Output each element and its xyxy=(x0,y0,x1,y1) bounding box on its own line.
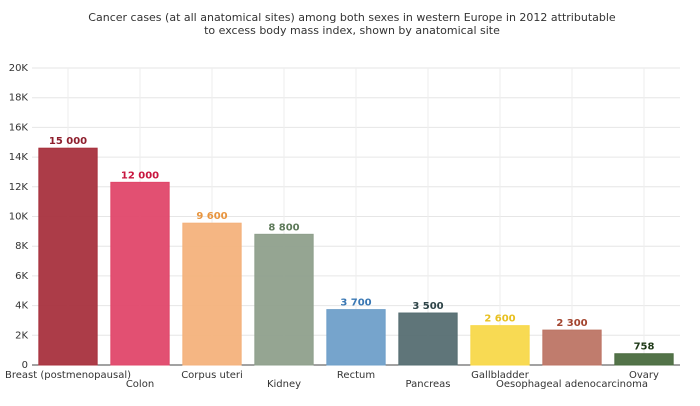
x-tick-label: Gallbladder xyxy=(471,370,530,381)
value-label: 3 700 xyxy=(340,298,371,309)
chart-title: to excess body mass index, shown by anat… xyxy=(204,24,500,37)
x-tick-label: Ovary xyxy=(629,370,659,381)
x-tick-label: Kidney xyxy=(267,379,301,390)
y-tick-label: 10K xyxy=(9,212,29,223)
bar xyxy=(182,222,242,366)
value-label: 2 300 xyxy=(556,318,587,329)
x-tick-label: Corpus uteri xyxy=(181,370,243,381)
bar xyxy=(38,147,98,366)
value-label: 12 000 xyxy=(121,170,159,181)
y-tick-label: 4K xyxy=(15,301,28,312)
bar xyxy=(614,353,674,366)
x-tick-label: Oesophageal adenocarcinoma xyxy=(496,379,648,390)
chart-title: Cancer cases (at all anatomical sites) a… xyxy=(88,11,616,24)
value-label: 9 600 xyxy=(196,211,227,222)
x-tick-label: Breast (postmenopausal) xyxy=(5,370,131,381)
value-label: 15 000 xyxy=(49,136,87,147)
y-tick-label: 12K xyxy=(9,182,29,193)
value-label: 8 800 xyxy=(268,222,299,233)
bar xyxy=(398,312,458,366)
bar xyxy=(470,325,530,366)
x-tick-label: Rectum xyxy=(337,370,375,381)
y-tick-label: 2K xyxy=(15,330,28,341)
bar xyxy=(254,233,314,366)
bar xyxy=(110,181,170,366)
y-tick-label: 6K xyxy=(15,271,28,282)
y-tick-label: 8K xyxy=(15,241,28,252)
x-tick-label: Pancreas xyxy=(406,379,451,390)
y-tick-label: 14K xyxy=(9,152,29,163)
y-tick-label: 0 xyxy=(22,360,28,371)
y-tick-label: 20K xyxy=(9,63,29,74)
value-label: 2 600 xyxy=(484,314,515,325)
value-label: 758 xyxy=(634,342,655,353)
bar xyxy=(326,309,386,366)
y-tick-label: 16K xyxy=(9,122,29,133)
bar xyxy=(542,329,602,366)
y-tick-label: 18K xyxy=(9,93,29,104)
value-label: 3 500 xyxy=(412,301,443,312)
x-tick-label: Colon xyxy=(126,379,154,390)
